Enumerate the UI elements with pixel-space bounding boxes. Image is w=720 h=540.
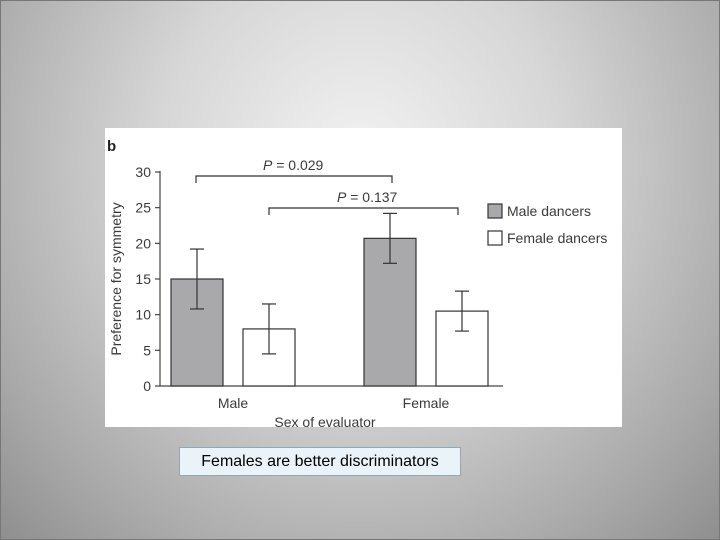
x-tick-label: Male — [218, 395, 249, 411]
y-tick-label: 5 — [143, 342, 151, 358]
significance-bracket — [268, 207, 459, 215]
p-value-label: P = 0.029 — [263, 157, 324, 173]
x-tick-label: Female — [403, 395, 450, 411]
y-tick-label: 25 — [135, 200, 151, 216]
y-tick-label: 10 — [135, 307, 151, 323]
caption-box: Females are better discriminators — [179, 447, 461, 476]
legend-swatch-female-dancers — [487, 230, 503, 246]
caption-text: Females are better discriminators — [201, 452, 439, 470]
legend-label-female-dancers: Female dancers — [507, 230, 607, 246]
significance-bracket — [195, 175, 393, 183]
y-tick-label: 30 — [135, 164, 151, 180]
panel-label: b — [107, 138, 116, 155]
y-axis-title: Preference for symmetry — [108, 202, 124, 355]
figure-panel: b 0 5 10 15 20 25 30 Preference for symmetry Male… — [105, 128, 622, 427]
legend-swatch-male-dancers — [487, 203, 503, 219]
x-axis-title: Sex of evaluator — [274, 414, 376, 427]
bar-chart: b 0 5 10 15 20 25 30 Preference for symmetry Male… — [107, 138, 607, 427]
p-value-label: P = 0.137 — [337, 189, 398, 205]
y-tick-label: 20 — [135, 235, 151, 251]
y-tick-label: 15 — [135, 271, 151, 287]
legend-label-male-dancers: Male dancers — [507, 203, 591, 219]
y-tick-label: 0 — [143, 378, 151, 394]
